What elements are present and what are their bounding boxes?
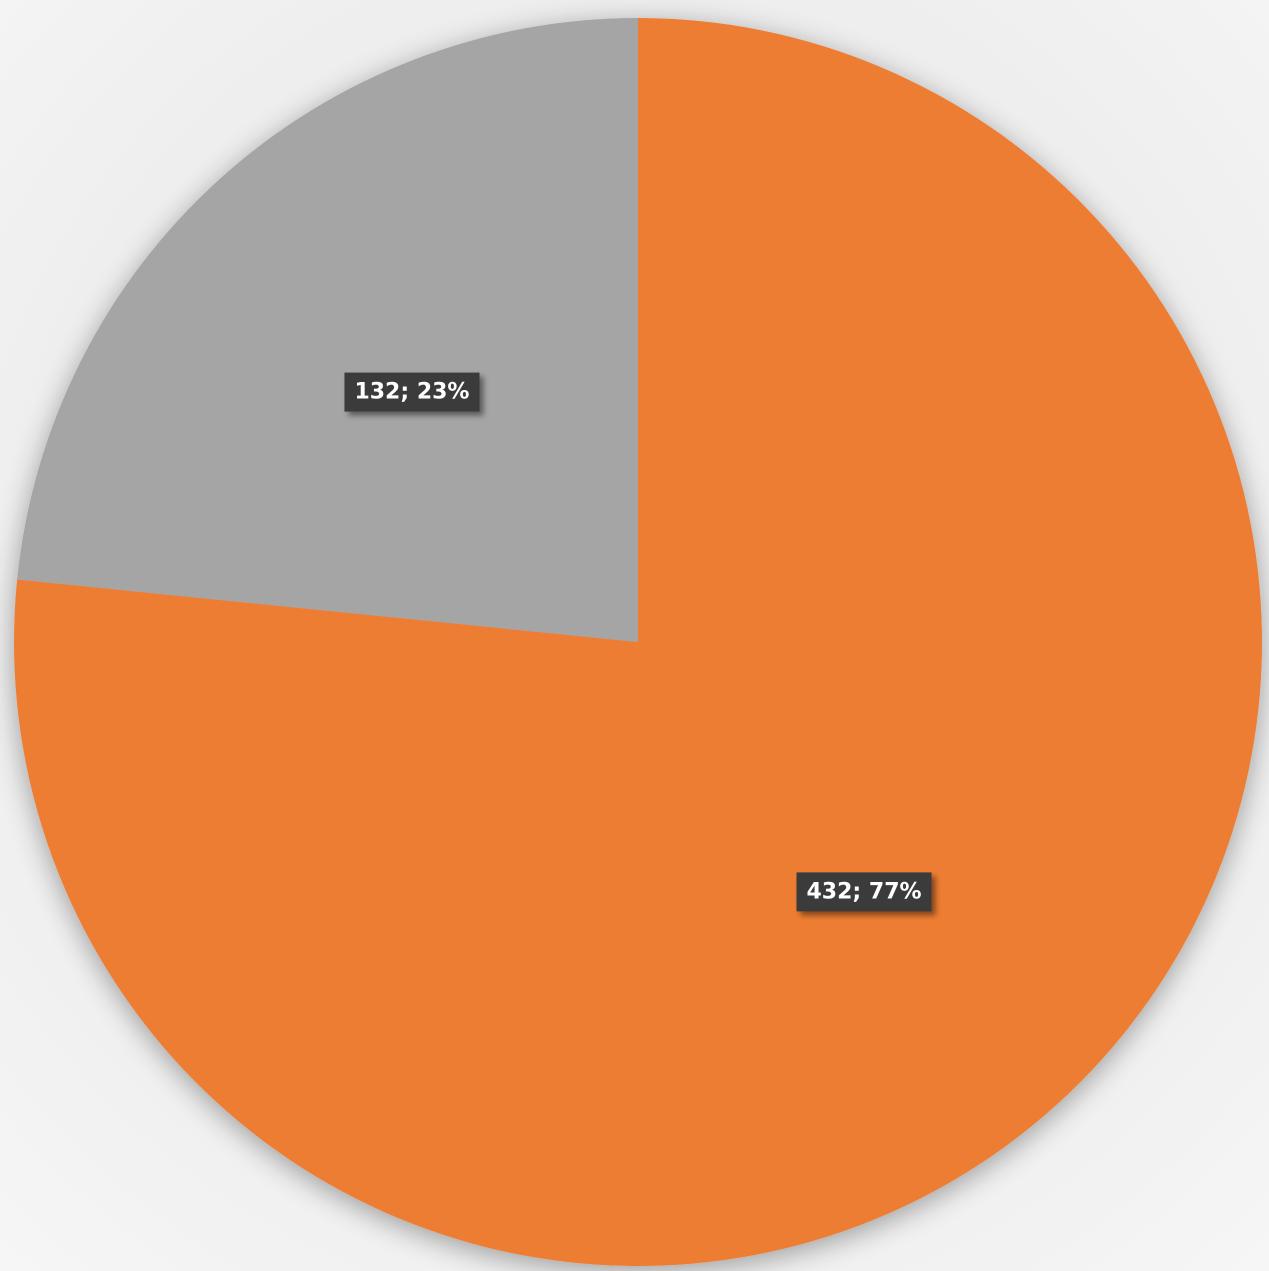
data-label-box-1 (344, 372, 480, 412)
slices-layer (13, 18, 1262, 1266)
data-label-box-0 (796, 872, 932, 912)
data-label-text-0: 432; 77% (807, 879, 922, 904)
data-label-1: 132; 23% (344, 372, 480, 412)
pie-slice-1 (17, 18, 638, 642)
data-label-0: 432; 77% (796, 872, 932, 912)
data-label-text-1: 132; 23% (354, 380, 469, 405)
labels-layer: 432; 77% 132; 23% (344, 372, 932, 912)
